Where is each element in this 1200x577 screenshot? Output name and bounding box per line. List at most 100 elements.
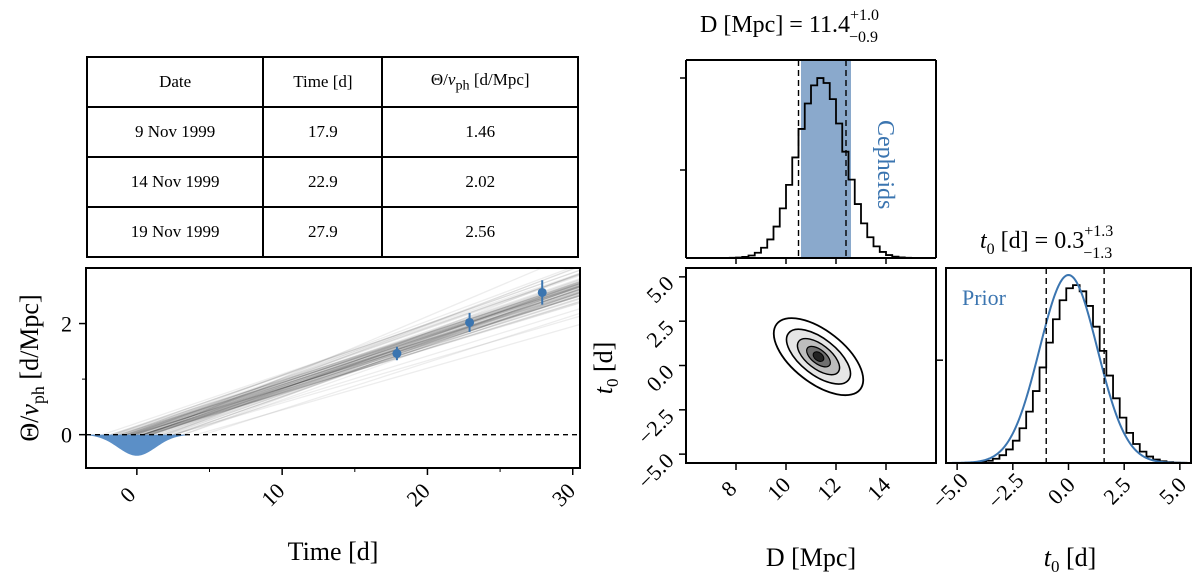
- fit-sample-line: [134, 289, 580, 436]
- fit-sample-line: [142, 302, 580, 436]
- fit-sample-line: [130, 286, 580, 436]
- fit-sample-line: [149, 283, 580, 436]
- fit-sample-line: [120, 273, 580, 436]
- fit-sample-line: [124, 274, 580, 436]
- observations-table: Date Time [d] Θ/vph [d/Mpc] 9 Nov 1999 1…: [85, 56, 579, 258]
- fit-sample-line: [151, 284, 580, 436]
- header-date: Date: [85, 56, 265, 108]
- table-row: 9 Nov 1999 17.9 1.46: [85, 106, 579, 158]
- fit-sample-line: [149, 300, 580, 436]
- cell-time: 27.9: [262, 206, 384, 258]
- fit-sample-line: [148, 286, 580, 436]
- fit-sample-line: [110, 273, 580, 436]
- fit-sample-line: [127, 286, 580, 436]
- fit-sample-line: [130, 291, 580, 436]
- fit-sample-line: [136, 284, 580, 436]
- fit-sample-line: [182, 285, 580, 436]
- fit-sample-line: [172, 291, 580, 436]
- theta-axis-label: Θ/vph [d/Mpc]: [15, 294, 48, 441]
- fit-sample-line: [146, 301, 580, 436]
- fit-sample-line: [134, 284, 580, 436]
- fit-sample-line: [126, 277, 580, 436]
- fit-sample-line: [114, 282, 580, 436]
- fit-sample-line: [102, 272, 580, 436]
- prior-curve: [946, 273, 1191, 463]
- cell-time: 22.9: [262, 156, 384, 208]
- fit-sample-line: [161, 293, 580, 436]
- t0-bottom-tick-label: −5.0: [927, 468, 973, 514]
- fit-sample-line: [114, 269, 580, 436]
- fit-sample-line: [143, 281, 580, 436]
- fit-sample-line: [124, 273, 580, 436]
- fit-sample-line: [142, 288, 580, 436]
- t0-axis-label: t0 [d]: [589, 342, 622, 395]
- t0-tick-label: −5.0: [633, 448, 679, 494]
- fit-sample-line: [134, 288, 580, 436]
- fit-sample-line: [129, 281, 580, 436]
- t0-histogram-steps: [946, 284, 1191, 463]
- fit-sample-line: [174, 307, 580, 436]
- fit-sample-line: [175, 288, 580, 436]
- t0-tick-label: 2.5: [641, 315, 678, 352]
- fit-sample-line: [112, 269, 580, 436]
- fit-sample-line: [173, 315, 580, 436]
- fit-sample-line: [157, 288, 580, 436]
- t0-title: t0 [d] = 0.3+1.3 −1.3: [980, 223, 1113, 262]
- fit-sample-line: [166, 292, 580, 436]
- cell-date: 14 Nov 1999: [85, 156, 265, 208]
- fit-sample-line: [163, 285, 580, 436]
- t0-bottom-tick-label: 2.5: [1098, 472, 1135, 509]
- prior-shade: [86, 434, 188, 456]
- data-point: [465, 317, 475, 327]
- D-axis-label: D [Mpc]: [766, 543, 856, 572]
- t0-histogram-panel: Prior −5.0 −2.5 0.0 2.5 5.0 t0 [d] = 0.3+1.3…: [927, 223, 1192, 576]
- time-axis-label: Time [d]: [288, 537, 379, 566]
- fit-sample-line: [122, 268, 572, 436]
- t0-bottom-tick-label: 0.0: [1043, 472, 1080, 509]
- fit-sample-line: [169, 286, 580, 436]
- t0-tick-label: 0.0: [641, 359, 678, 396]
- fit-sample-line: [140, 289, 580, 436]
- y-tick-label: 0: [61, 423, 72, 448]
- theta-time-panel: 0 10 20 30 0 2 Time [d] Θ/vph [d/Mpc]: [15, 267, 581, 566]
- fit-sample-line: [151, 289, 580, 436]
- D-tick-label: 8: [716, 476, 741, 501]
- header-theta: Θ/vph [d/Mpc]: [381, 56, 579, 108]
- t0-tick-label: 5.0: [641, 271, 678, 308]
- fit-sample-line: [152, 282, 580, 436]
- fit-sample-line: [143, 291, 580, 436]
- fit-sample-line: [125, 281, 580, 436]
- fit-sample-line: [132, 294, 580, 436]
- x-tick-label: 20: [402, 478, 435, 511]
- fit-sample-line: [131, 295, 580, 436]
- fit-sample-line: [126, 282, 580, 436]
- fit-sample-line: [183, 293, 580, 436]
- fit-sample-line: [132, 268, 579, 436]
- fit-sample-line: [146, 300, 580, 436]
- fit-sample-line: [196, 323, 580, 436]
- fit-sample-line: [152, 290, 580, 436]
- fit-sample-line: [149, 297, 580, 436]
- fit-sample-line: [110, 285, 580, 436]
- fit-sample-line: [203, 312, 580, 436]
- joint-contour: [812, 351, 825, 362]
- fit-sample-line: [127, 278, 580, 436]
- table-row: 14 Nov 1999 22.9 2.02: [85, 156, 579, 208]
- x-tick-label: 10: [256, 478, 289, 511]
- fit-sample-line: [161, 281, 580, 436]
- D-tick-label: 12: [812, 472, 845, 505]
- fit-sample-line: [143, 282, 580, 436]
- cell-theta: 1.46: [381, 106, 579, 158]
- fit-sample-line: [129, 285, 580, 436]
- joint-posterior-panel: 8 10 12 14 5.0 2.5 0.0 −2.5−5.0 D [Mpc] t0 [d]: [589, 267, 943, 572]
- fit-sample-line: [136, 292, 580, 436]
- y-tick-label: 2: [61, 312, 72, 337]
- D-title: D [Mpc] = 11.4+1.0 −0.9: [700, 7, 879, 46]
- data-point: [537, 287, 547, 297]
- theta-axes-frame: [85, 267, 581, 469]
- D-histogram-panel: Cepheids D [Mpc] = 11.4+1.0 −0.9: [680, 7, 937, 264]
- cepheids-label: Cepheids: [872, 120, 898, 209]
- cell-theta: 2.02: [381, 156, 579, 208]
- fit-sample-line: [144, 295, 580, 436]
- prior-label: Prior: [962, 285, 1007, 310]
